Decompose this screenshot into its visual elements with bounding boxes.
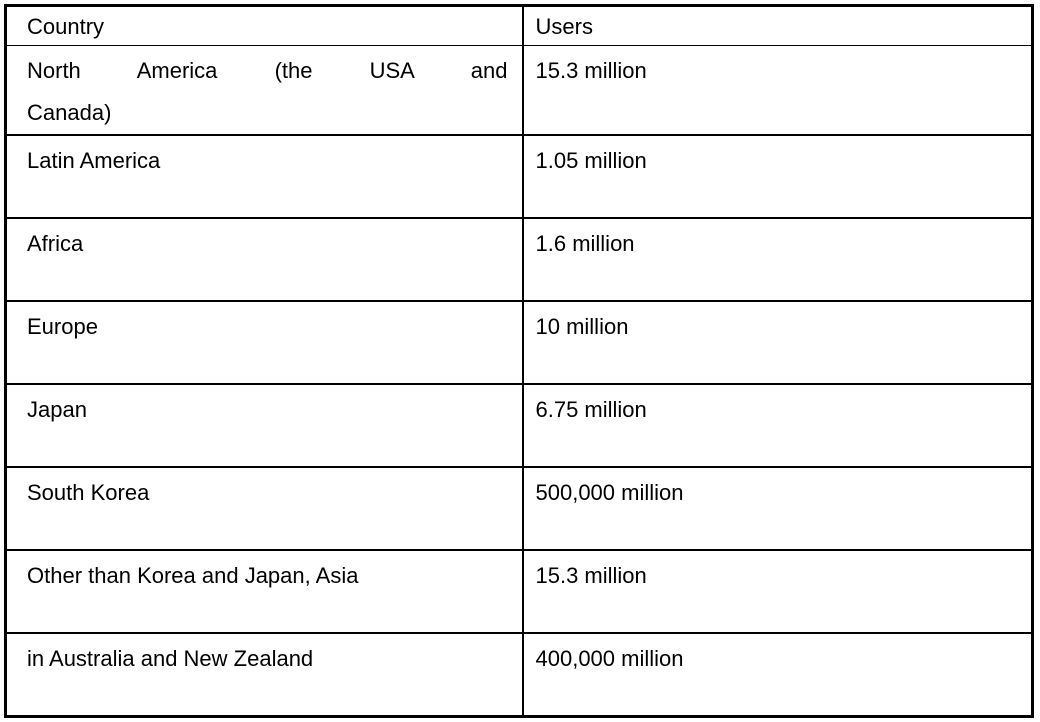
- users-cell: 1.05 million: [522, 135, 1033, 219]
- table-row: Japan 6.75 million: [5, 384, 1033, 468]
- users-by-region-table: Country Users North America (the USA and…: [4, 4, 1034, 718]
- table-row: Europe 10 million: [5, 301, 1033, 385]
- country-cell: Other than Korea and Japan, Asia: [5, 550, 524, 634]
- country-cell: Latin America: [5, 135, 524, 219]
- table-row: South Korea 500,000 million: [5, 467, 1033, 551]
- users-cell: 6.75 million: [522, 384, 1033, 468]
- column-header-users: Users: [522, 5, 1033, 46]
- users-by-region-table-container: Country Users North America (the USA and…: [4, 4, 1034, 718]
- users-cell: 500,000 million: [522, 467, 1033, 551]
- table-row: in Australia and New Zealand 400,000 mil…: [5, 633, 1033, 717]
- column-header-country: Country: [5, 5, 524, 46]
- country-cell: Europe: [5, 301, 524, 385]
- country-cell: in Australia and New Zealand: [5, 633, 524, 717]
- users-cell: 400,000 million: [535, 646, 684, 671]
- users-cell: 10 million: [522, 301, 1033, 385]
- header-row: Country Users: [5, 5, 1033, 46]
- users-cell: 1.6 million: [522, 218, 1033, 302]
- table-row: Africa 1.6 million: [5, 218, 1033, 302]
- country-cell: Japan: [5, 384, 524, 468]
- table-row: Latin America 1.05 million: [5, 135, 1033, 219]
- table-row: North America (the USA and Canada) 15.3 …: [5, 45, 1033, 136]
- country-cell: North America (the USA and Canada): [5, 45, 524, 136]
- users-cell: 15.3 million: [522, 45, 1033, 136]
- country-cell: South Korea: [5, 467, 524, 551]
- table-row: Other than Korea and Japan, Asia 15.3 mi…: [5, 550, 1033, 634]
- country-cell: Africa: [5, 218, 524, 302]
- users-cell: 15.3 million: [522, 550, 1033, 634]
